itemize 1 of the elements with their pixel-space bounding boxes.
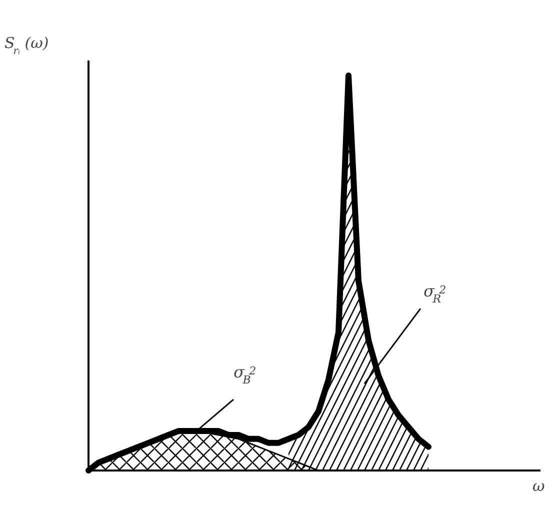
text: ω — [532, 477, 545, 496]
